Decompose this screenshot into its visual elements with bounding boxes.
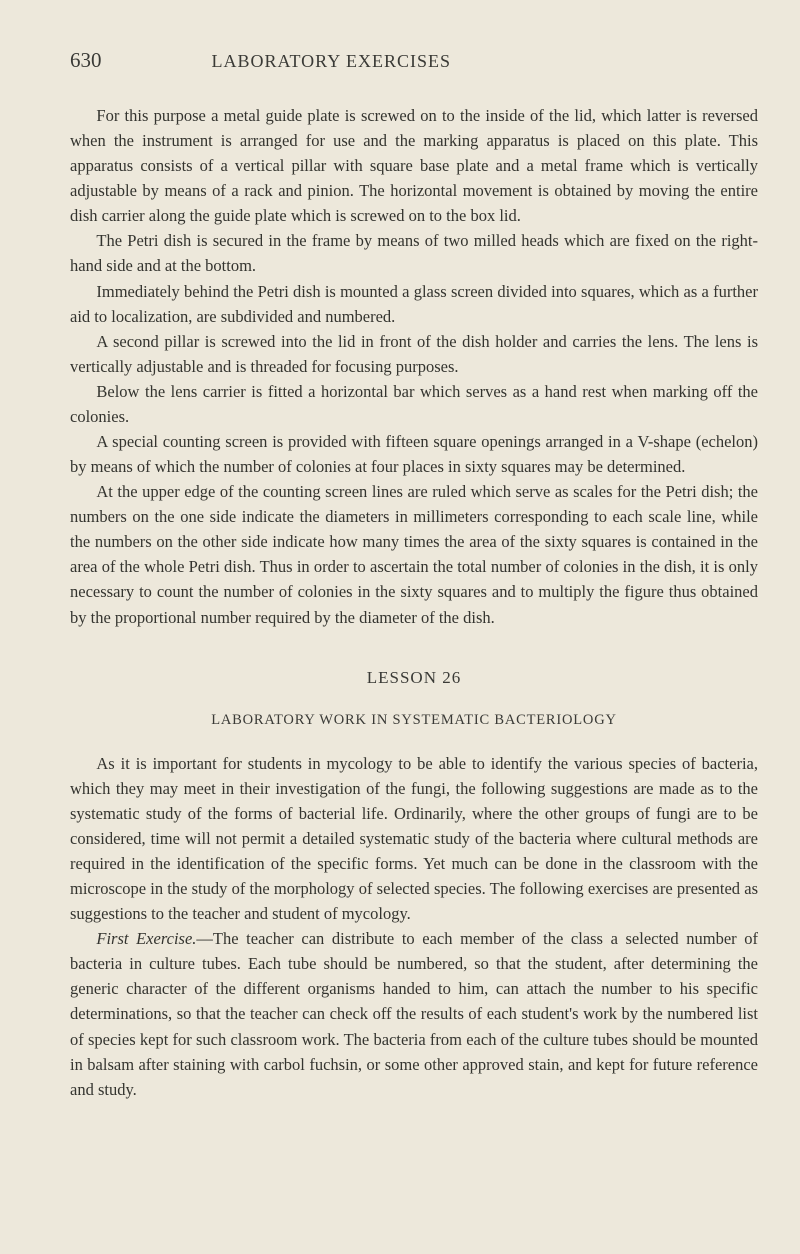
page-title: LABORATORY EXERCISES — [212, 51, 452, 72]
body-text: For this purpose a metal guide plate is … — [70, 103, 758, 1102]
paragraph: A second pillar is screwed into the lid … — [70, 329, 758, 379]
page-number: 630 — [70, 48, 102, 73]
lesson-heading: LESSON 26 — [70, 668, 758, 688]
exercise-label: First Exercise. — [96, 929, 196, 948]
paragraph: For this purpose a metal guide plate is … — [70, 103, 758, 228]
paragraph: As it is important for students in mycol… — [70, 751, 758, 927]
paragraph: A special counting screen is provided wi… — [70, 429, 758, 479]
sub-heading: LABORATORY WORK IN SYSTEMATIC BACTERIOLO… — [70, 712, 758, 729]
paragraph: At the upper edge of the counting screen… — [70, 479, 758, 629]
paragraph: Immediately behind the Petri dish is mou… — [70, 279, 758, 329]
paragraph: The Petri dish is secured in the frame b… — [70, 228, 758, 278]
paragraph-text: —The teacher can distribute to each memb… — [70, 929, 758, 1098]
paragraph: First Exercise.—The teacher can distribu… — [70, 926, 758, 1102]
page-header: 630 LABORATORY EXERCISES — [70, 48, 758, 73]
paragraph: Below the lens carrier is fitted a horiz… — [70, 379, 758, 429]
